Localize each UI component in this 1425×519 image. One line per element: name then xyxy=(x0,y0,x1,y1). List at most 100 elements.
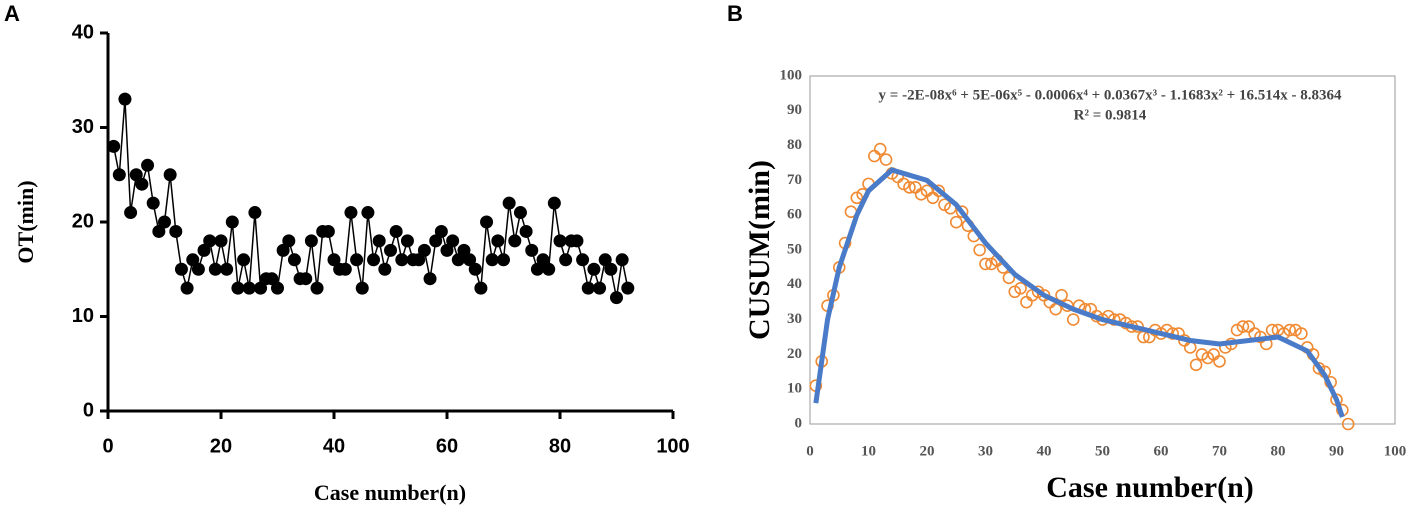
point xyxy=(276,243,290,257)
y-axis-label: CUSUM(min) xyxy=(743,160,776,340)
point xyxy=(146,196,160,210)
point xyxy=(423,272,437,286)
point xyxy=(169,224,183,238)
x-tick-label: 0 xyxy=(806,443,814,459)
point xyxy=(429,234,443,248)
y-tick-label: 50 xyxy=(787,241,802,257)
y-tick-label: 70 xyxy=(787,172,802,188)
point xyxy=(417,243,431,257)
point xyxy=(304,234,318,248)
point xyxy=(271,281,284,295)
point xyxy=(118,92,132,106)
x-tick-label: 40 xyxy=(1037,443,1052,459)
point xyxy=(355,281,369,295)
point xyxy=(604,262,618,276)
point xyxy=(1049,302,1062,316)
point xyxy=(979,257,992,271)
point xyxy=(491,234,505,248)
y-tick-label: 20 xyxy=(72,210,94,232)
point xyxy=(536,253,550,267)
point xyxy=(412,253,426,267)
y-tick-label: 40 xyxy=(72,21,94,43)
point xyxy=(327,253,341,267)
point xyxy=(480,215,494,229)
point xyxy=(530,262,544,276)
point xyxy=(378,262,392,276)
y-tick-label: 10 xyxy=(787,381,802,397)
point xyxy=(1213,355,1226,368)
point xyxy=(287,253,301,267)
point xyxy=(1066,313,1080,326)
point xyxy=(231,281,245,295)
point xyxy=(299,272,313,286)
x-tick-label: 100 xyxy=(1384,443,1407,459)
point xyxy=(1283,323,1296,337)
point xyxy=(508,234,522,248)
point xyxy=(237,253,251,267)
point xyxy=(474,281,488,295)
point xyxy=(502,196,516,210)
point xyxy=(621,281,635,295)
panel-label: B xyxy=(727,1,743,26)
chart-panel: A 0 10 20 30 40 0 20 40 60 80 100 OT(min) Case number… xyxy=(4,1,690,505)
point xyxy=(446,234,460,248)
point xyxy=(208,262,222,276)
y-axis-label: OT(min) xyxy=(13,180,38,263)
point xyxy=(1002,271,1016,285)
point xyxy=(395,253,409,267)
point xyxy=(135,177,149,191)
point xyxy=(225,215,239,229)
x-tick-label: 20 xyxy=(210,435,232,457)
point xyxy=(282,234,296,248)
point xyxy=(384,243,397,257)
point xyxy=(338,262,352,276)
point xyxy=(497,253,510,267)
point xyxy=(873,142,887,156)
point xyxy=(559,253,573,267)
point xyxy=(615,253,629,267)
y-tick-label: 0 xyxy=(83,399,94,421)
point xyxy=(1020,295,1033,309)
x-tick-label: 10 xyxy=(861,443,876,459)
point xyxy=(576,253,590,267)
point xyxy=(463,253,477,267)
point xyxy=(248,206,262,220)
point xyxy=(949,215,963,229)
point xyxy=(129,168,143,182)
y-tick-label: 90 xyxy=(787,102,802,118)
x-tick-label: 50 xyxy=(1095,443,1110,459)
point xyxy=(593,281,607,295)
point xyxy=(485,253,499,267)
point xyxy=(174,262,188,276)
point xyxy=(1014,281,1027,295)
x-tick-label: 80 xyxy=(1271,443,1286,459)
point xyxy=(310,281,324,295)
point xyxy=(163,168,177,182)
point xyxy=(903,181,916,194)
data-line xyxy=(813,167,1345,418)
point xyxy=(1295,327,1308,340)
point xyxy=(610,291,623,305)
point xyxy=(570,234,584,248)
point xyxy=(191,262,205,276)
x-tick-label: 0 xyxy=(102,435,113,457)
point xyxy=(214,234,228,248)
point xyxy=(107,139,121,153)
point xyxy=(513,206,527,220)
point xyxy=(158,215,171,229)
point xyxy=(344,206,358,220)
x-tick-label: 100 xyxy=(656,435,689,457)
point xyxy=(203,234,217,248)
point xyxy=(367,253,381,267)
point xyxy=(581,281,595,295)
point xyxy=(879,153,893,166)
panel-label: A xyxy=(4,1,20,26)
point xyxy=(197,243,211,257)
y-tick-label: 100 xyxy=(780,67,803,83)
annotation: y = -2E-08x⁶ + 5E-06x⁵ - 0.0006x⁴ + 0.03… xyxy=(879,87,1342,103)
point xyxy=(547,196,561,210)
point xyxy=(400,234,414,248)
x-axis-label: Case number(n) xyxy=(314,480,466,505)
